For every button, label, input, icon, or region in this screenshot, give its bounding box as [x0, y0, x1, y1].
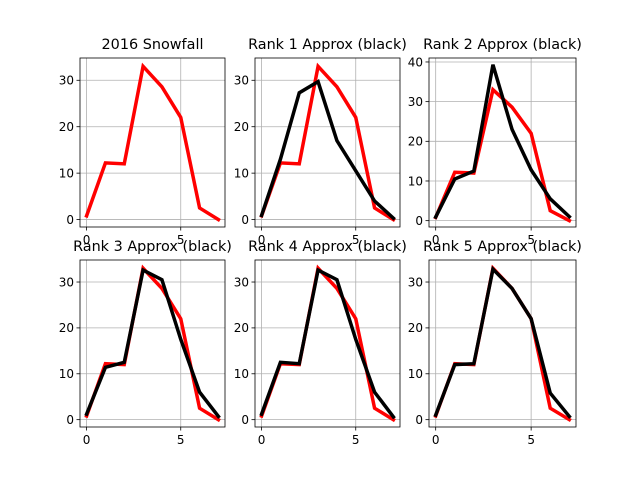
axes-frame: [428, 259, 577, 428]
y-tick-label: 30: [234, 74, 249, 88]
subplot-title: Rank 2 Approx (black): [423, 37, 582, 53]
series-line-original: [84, 62, 221, 222]
y-tick-label: 0: [415, 413, 423, 427]
y-tick-label: 30: [59, 74, 74, 88]
subplot-1: 0 5 0 10 20 30 2016 Snowfall: [59, 37, 226, 247]
subplot-title: Rank 4 Approx (black): [248, 239, 407, 255]
x-tick-label: 0: [258, 233, 266, 247]
x-tick-label: 0: [432, 433, 440, 447]
subplot-5: 0 5 0 10 20 30 Rank 4 Approx (black): [234, 239, 407, 447]
subplot-title: Rank 3 Approx (black): [73, 239, 232, 255]
subplot-2: 0 5 0 10 20 30 Rank 1 Approx (black): [234, 37, 407, 247]
x-tick-label: 5: [527, 233, 535, 247]
y-tick-label: 10: [59, 166, 74, 180]
x-tick-label: 0: [83, 433, 91, 447]
subplot-6: 0 5 0 10 20 30 Rank 5 Approx (black): [408, 239, 582, 447]
x-tick-label: 0: [83, 233, 91, 247]
series-line-original: [84, 264, 221, 423]
y-tick-label: 20: [234, 321, 249, 335]
series-line-approx: [433, 64, 572, 220]
y-tick-label: 20: [59, 120, 74, 134]
y-tick-label: 0: [415, 214, 423, 228]
y-tick-label: 0: [66, 213, 74, 227]
subplot-4: 0 5 0 10 20 30 Rank 3 Approx (black): [59, 239, 232, 447]
y-tick-label: 10: [408, 174, 423, 188]
x-tick-label: 5: [177, 233, 185, 247]
x-tick-label: 5: [177, 433, 185, 447]
series-line-approx: [84, 267, 221, 419]
y-tick-label: 0: [241, 213, 249, 227]
y-tick-label: 30: [59, 275, 74, 289]
y-tick-label: 10: [59, 367, 74, 381]
y-tick-label: 20: [408, 321, 423, 335]
y-tick-label: 0: [66, 413, 74, 427]
series-line-original: [433, 86, 572, 224]
x-tick-label: 5: [527, 433, 535, 447]
y-tick-label: 20: [408, 135, 423, 149]
y-tick-label: 20: [234, 120, 249, 134]
y-tick-label: 10: [408, 367, 423, 381]
axes-frame: [254, 259, 401, 428]
series-line-approx: [259, 267, 396, 420]
subplot-title: Rank 1 Approx (black): [248, 37, 407, 53]
y-tick-label: 40: [408, 55, 423, 69]
axes-frame: [428, 57, 577, 228]
series-line-approx: [259, 79, 396, 221]
y-tick-label: 0: [241, 413, 249, 427]
series-line-approx: [433, 265, 572, 419]
x-tick-label: 5: [352, 233, 360, 247]
y-tick-label: 10: [234, 166, 249, 180]
x-tick-label: 0: [432, 233, 440, 247]
axes-frame: [79, 259, 226, 428]
axes-frame: [254, 57, 401, 228]
x-tick-label: 5: [352, 433, 360, 447]
y-tick-label: 20: [59, 321, 74, 335]
subplot-title: 2016 Snowfall: [102, 37, 204, 53]
axes-frame: [79, 57, 226, 228]
series-line-original: [433, 264, 572, 423]
subplot-title: Rank 5 Approx (black): [423, 239, 582, 255]
y-tick-label: 30: [234, 275, 249, 289]
series-line-original: [259, 264, 396, 423]
y-tick-label: 30: [408, 275, 423, 289]
x-tick-label: 0: [258, 433, 266, 447]
y-tick-label: 10: [234, 367, 249, 381]
y-tick-label: 30: [408, 95, 423, 109]
